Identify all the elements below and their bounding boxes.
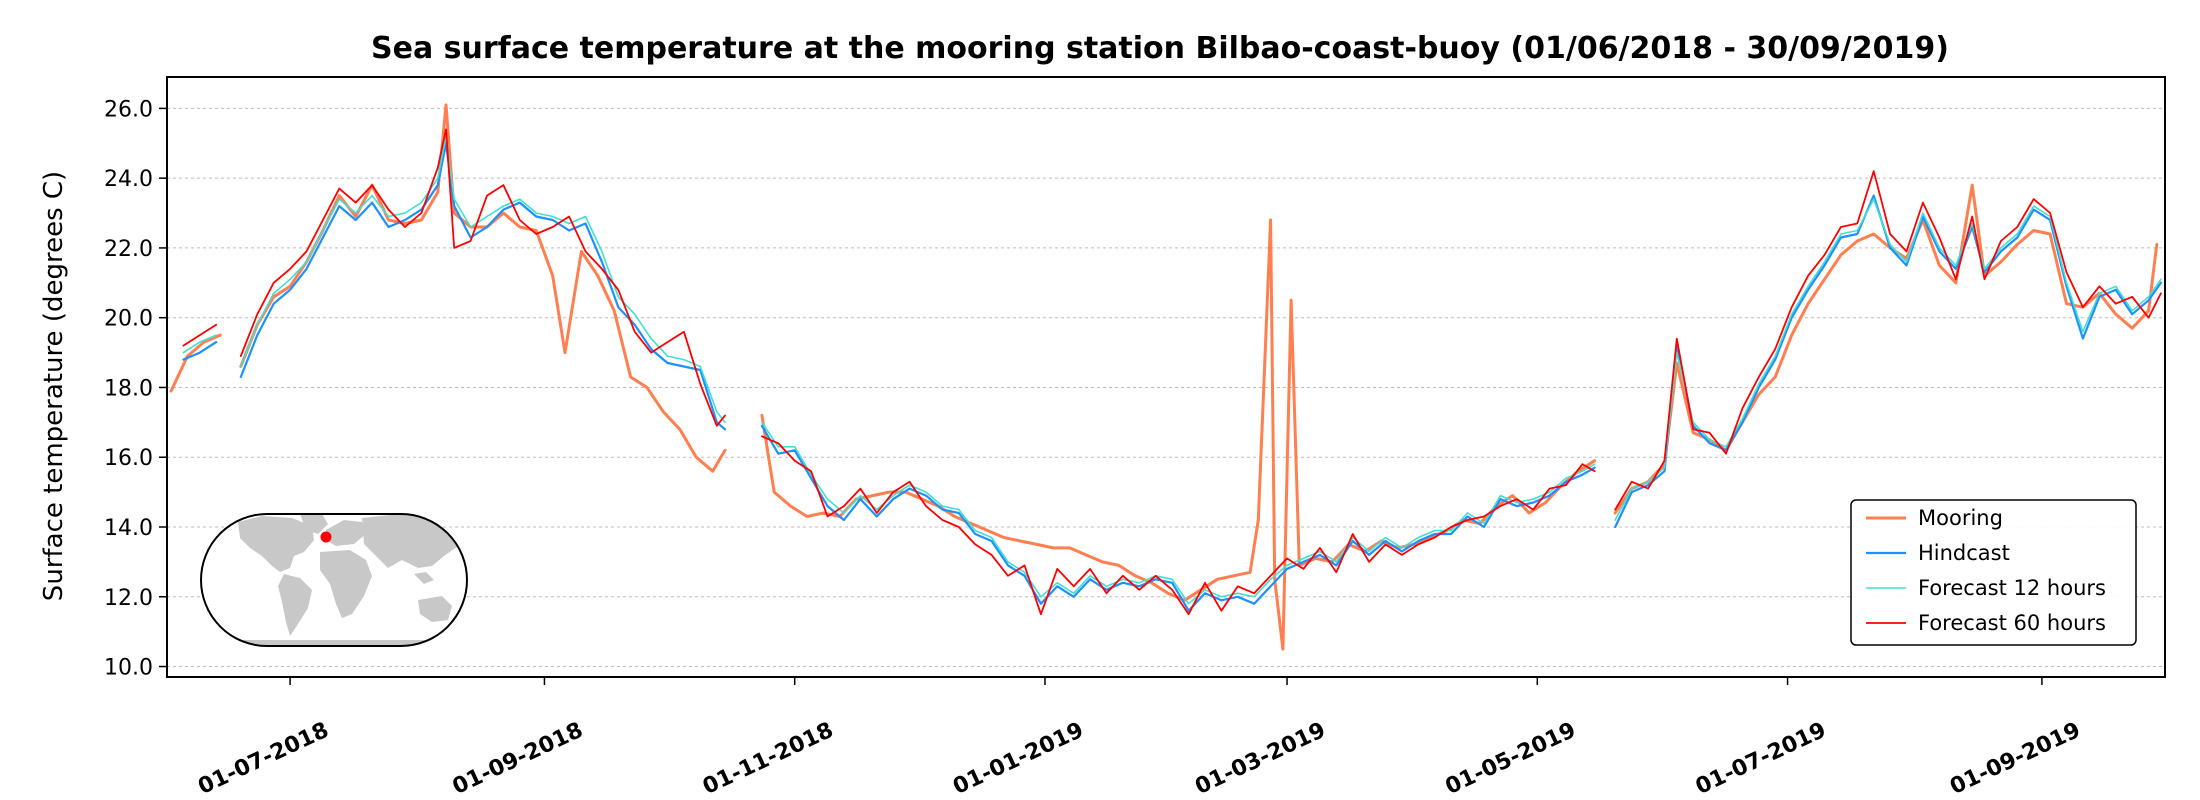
y-tick-label: 12.0 xyxy=(104,586,153,611)
y-tick-label: 16.0 xyxy=(104,446,153,471)
series-line xyxy=(169,103,2159,651)
inset-map-land xyxy=(201,514,467,646)
y-tick-label: 22.0 xyxy=(104,237,153,262)
series-lines xyxy=(169,103,2162,651)
series-mooring xyxy=(169,103,2159,651)
y-tick-label: 10.0 xyxy=(104,656,153,681)
inset-world-map xyxy=(200,513,468,647)
y-tick-label: 24.0 xyxy=(104,167,153,192)
gridlines xyxy=(167,107,2165,668)
series-line xyxy=(182,128,2162,616)
y-tick-label: 20.0 xyxy=(104,307,153,332)
y-axis-label: Surface temperature (degrees C) xyxy=(39,171,69,601)
series-line xyxy=(182,135,2162,605)
axes xyxy=(166,76,2166,678)
legend-label: Mooring xyxy=(1918,506,2003,530)
legend-label: Hindcast xyxy=(1918,541,2010,565)
y-tick-label: 26.0 xyxy=(104,97,153,122)
inset-map-border xyxy=(200,513,468,647)
legend-label: Forecast 12 hours xyxy=(1918,576,2106,600)
station-marker-icon xyxy=(320,531,332,543)
series-forecast-12-hours xyxy=(182,135,2162,605)
legend-label: Forecast 60 hours xyxy=(1918,611,2106,635)
y-ticks: 10.0 12.0 14.0 16.0 18.0 20.0 22.0 24.0 26.0 xyxy=(104,97,167,681)
series-hindcast xyxy=(182,142,2162,612)
series-forecast-60-hours xyxy=(182,128,2162,616)
legend: Mooring Hindcast Forecast 12 hours Forecast… xyxy=(1850,499,2137,646)
y-tick-label: 14.0 xyxy=(104,516,153,541)
series-line xyxy=(182,142,2162,612)
chart-title: Sea surface temperature at the mooring s… xyxy=(371,31,1949,66)
plot-frame xyxy=(166,76,2166,678)
legend-box xyxy=(1850,499,2137,646)
y-tick-label: 18.0 xyxy=(104,376,153,401)
